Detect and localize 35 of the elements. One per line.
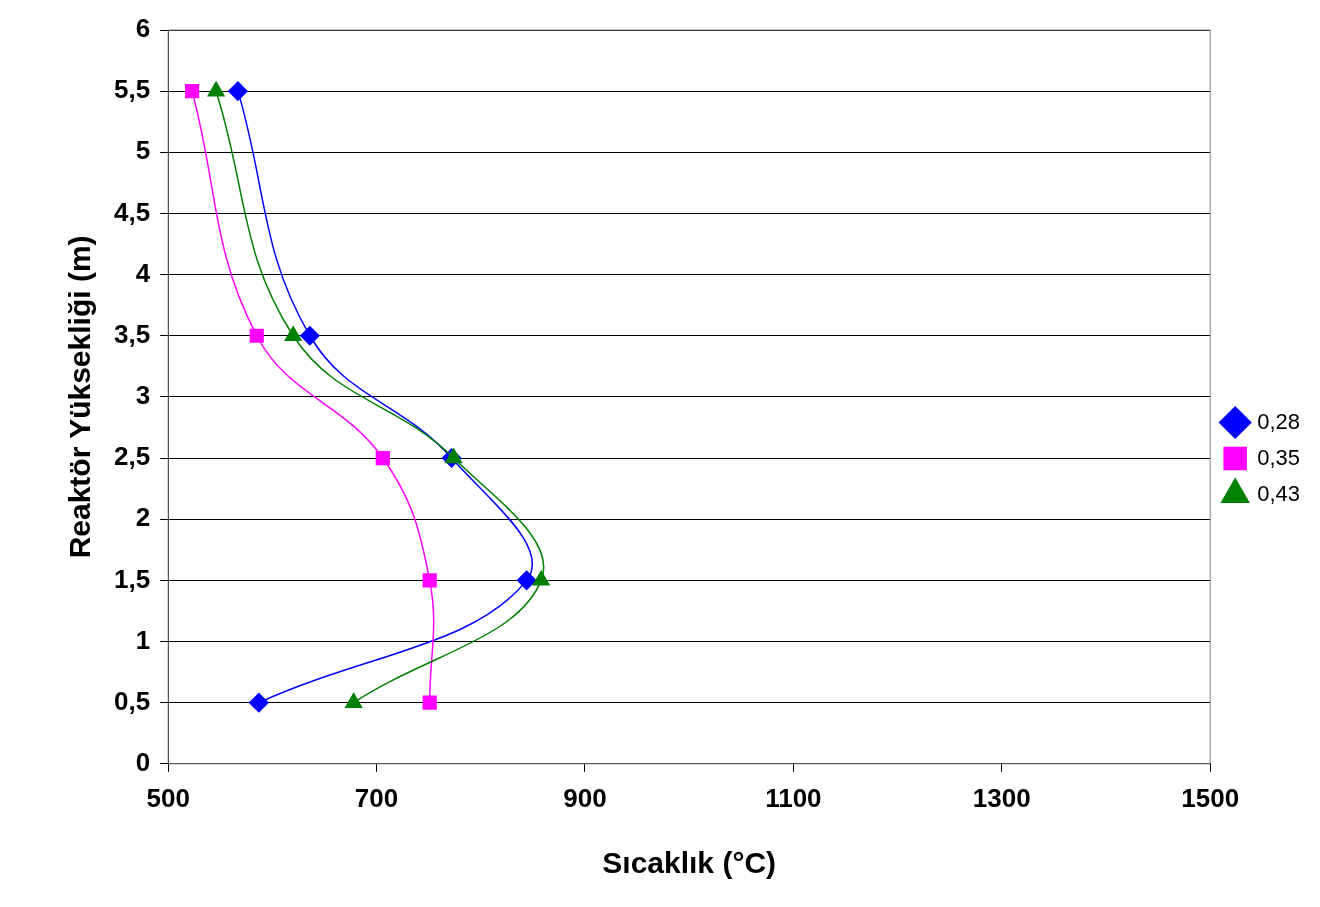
point [207,81,225,97]
point [375,450,390,466]
point [228,81,248,101]
y-tick-label: 1 [135,624,151,655]
y-tick-label: 2,5 [113,441,151,472]
point [249,692,269,713]
y-tick-label: 6 [135,13,151,44]
y-tick-label: 0 [135,746,151,777]
legend-label: 0,35 [1257,444,1301,470]
point [185,84,200,99]
legend-label: 0,43 [1257,480,1301,506]
y-tick-label: 0,5 [113,685,151,716]
y-tick-label: 1,5 [113,563,151,594]
x-tick-label: 1500 [1181,782,1240,813]
point [516,570,537,591]
y-tick-label: 4 [135,257,151,288]
x-tick-label: 700 [354,782,399,813]
y-tick-label: 2 [135,502,151,533]
y-tick-label: 5 [135,135,151,166]
point [422,695,437,710]
point [249,328,264,343]
y-tick-label: 3,5 [113,318,151,349]
x-tick-label: 900 [563,782,607,813]
x-tick-label: 500 [146,782,190,813]
x-tick-label: 1100 [765,782,822,813]
y-axis-title: Reaktör Yüksekliği (m) [63,235,97,559]
legend-label: 0,28 [1257,408,1301,434]
x-axis-title: Sıcaklık (°C) [602,846,777,880]
point [284,326,302,341]
x-tick-label: 1300 [972,782,1031,813]
y-tick-label: 5,5 [113,74,151,105]
y-tick-label: 4,5 [113,196,151,227]
point [300,326,320,346]
point [422,573,437,588]
y-tick-label: 3 [135,380,151,411]
